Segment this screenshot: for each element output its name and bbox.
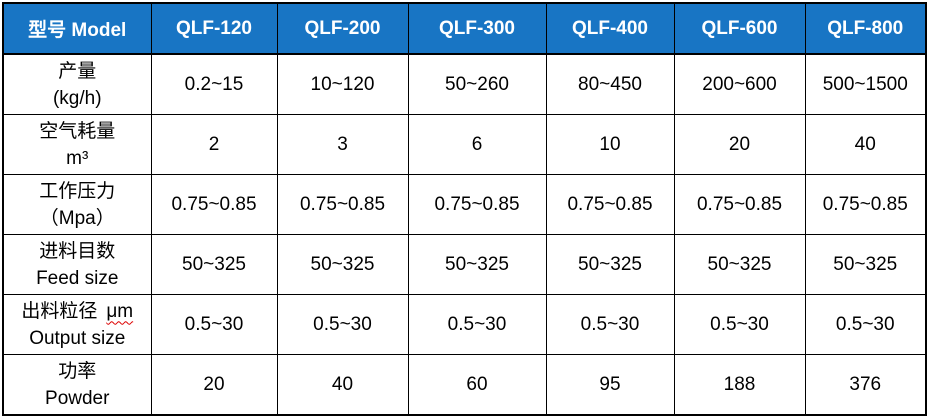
data-cell: 376: [804, 354, 927, 416]
data-cell: 50~325: [150, 234, 278, 295]
row-label-text: 出料粒径: [21, 300, 98, 322]
row-label-line1: 功率: [58, 360, 97, 382]
data-cell: 0.75~0.85: [276, 174, 409, 235]
data-cell: 6: [407, 114, 547, 175]
row-label-line1: 进料目数: [39, 240, 116, 262]
data-cell: 0.5~30: [150, 294, 278, 355]
data-cell: 50~325: [407, 234, 547, 295]
data-cell: 80~450: [545, 53, 675, 115]
header-cell-model: 型号 Model: [2, 2, 152, 55]
data-cell: 40: [276, 354, 409, 416]
data-cell: 50~325: [545, 234, 675, 295]
row-label-line1: 工作压力: [39, 180, 116, 202]
row-label: 进料目数 Feed size: [2, 234, 152, 295]
data-cell: 0.75~0.85: [545, 174, 675, 235]
header-cell: QLF-300: [407, 2, 547, 55]
data-cell: 0.5~30: [545, 294, 675, 355]
data-cell: 0.5~30: [407, 294, 547, 355]
data-cell: 0.75~0.85: [804, 174, 927, 235]
row-label-line2: Output size: [29, 327, 126, 349]
row-label: 产量 (kg/h): [2, 53, 152, 115]
row-label-line2: （Mpa）: [39, 207, 115, 229]
data-cell: 0.2~15: [150, 53, 278, 115]
table-row-working-pressure: 工作压力 （Mpa） 0.75~0.85 0.75~0.85 0.75~0.85…: [2, 174, 927, 235]
row-label-line2: Powder: [45, 387, 110, 409]
data-cell: 200~600: [673, 53, 806, 115]
header-cell: QLF-200: [276, 2, 409, 55]
data-cell: 0.5~30: [673, 294, 806, 355]
data-cell: 500~1500: [804, 53, 927, 115]
table-row-feed-size: 进料目数 Feed size 50~325 50~325 50~325 50~3…: [2, 234, 927, 295]
header-cell: QLF-400: [545, 2, 675, 55]
data-cell: 95: [545, 354, 675, 416]
data-cell: 188: [673, 354, 806, 416]
row-label-line2: Feed size: [36, 267, 119, 289]
header-cell: QLF-120: [150, 2, 278, 55]
data-cell: 20: [673, 114, 806, 175]
data-cell: 20: [150, 354, 278, 416]
row-label: 空气耗量 m³: [2, 114, 152, 175]
table-row-capacity: 产量 (kg/h) 0.2~15 10~120 50~260 80~450 20…: [2, 53, 927, 115]
row-label-line1: 空气耗量: [39, 120, 116, 142]
header-cell: QLF-600: [673, 2, 806, 55]
data-cell: 0.5~30: [276, 294, 409, 355]
data-cell: 60: [407, 354, 547, 416]
table-row-power: 功率 Powder 20 40 60 95 188 376: [2, 354, 927, 416]
row-label: 功率 Powder: [2, 354, 152, 416]
data-cell: 0.75~0.85: [407, 174, 547, 235]
data-cell: 50~325: [276, 234, 409, 295]
row-label-line2: m³: [66, 147, 89, 169]
data-cell: 0.75~0.85: [673, 174, 806, 235]
data-cell: 0.75~0.85: [150, 174, 278, 235]
row-label: 工作压力 （Mpa）: [2, 174, 152, 235]
data-cell: 2: [150, 114, 278, 175]
data-cell: 50~260: [407, 53, 547, 115]
row-label: 出料粒径 μm Output size: [2, 294, 152, 355]
data-cell: 10~120: [276, 53, 409, 115]
data-cell: 40: [804, 114, 927, 175]
header-cell: QLF-800: [804, 2, 927, 55]
row-label-line2: (kg/h): [52, 87, 102, 109]
row-label-line1: 产量: [58, 60, 97, 82]
row-label-unit-misspelled: μm: [106, 300, 134, 322]
data-cell: 50~325: [673, 234, 806, 295]
data-cell: 3: [276, 114, 409, 175]
row-label-line1: 出料粒径 μm: [4, 298, 150, 325]
header-row: 型号 Model QLF-120 QLF-200 QLF-300 QLF-400…: [2, 2, 927, 55]
data-cell: 0.5~30: [804, 294, 927, 355]
data-cell: 10: [545, 114, 675, 175]
table-row-air-consumption: 空气耗量 m³ 2 3 6 10 20 40: [2, 114, 927, 175]
data-cell: 50~325: [804, 234, 927, 295]
table-row-output-size: 出料粒径 μm Output size 0.5~30 0.5~30 0.5~30 …: [2, 294, 927, 355]
